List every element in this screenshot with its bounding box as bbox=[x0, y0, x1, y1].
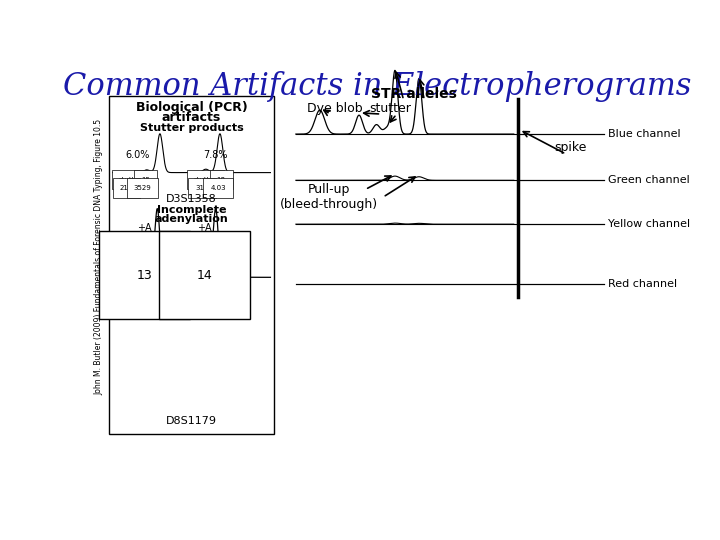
Text: 211: 211 bbox=[120, 185, 133, 191]
Text: Yellow channel: Yellow channel bbox=[608, 219, 690, 229]
Text: stutter: stutter bbox=[369, 102, 412, 115]
Text: Stutter products: Stutter products bbox=[140, 123, 243, 133]
Text: Dye blob: Dye blob bbox=[307, 102, 363, 115]
Text: Pull-up
(bleed-through): Pull-up (bleed-through) bbox=[280, 183, 378, 211]
Text: adenylation: adenylation bbox=[155, 214, 228, 224]
Text: 4.03: 4.03 bbox=[210, 185, 226, 191]
Text: Green channel: Green channel bbox=[608, 176, 690, 185]
Text: 14: 14 bbox=[197, 268, 212, 281]
Text: +A: +A bbox=[137, 222, 151, 233]
Text: 18: 18 bbox=[217, 177, 225, 183]
Text: -A: -A bbox=[190, 235, 200, 245]
Text: D8S1179: D8S1179 bbox=[166, 416, 217, 426]
Text: stutter: stutter bbox=[119, 177, 142, 183]
Text: Biological (PCR): Biological (PCR) bbox=[135, 102, 248, 114]
Text: Common Artifacts in Electropherograms: Common Artifacts in Electropherograms bbox=[63, 71, 691, 102]
Text: -A: -A bbox=[130, 235, 140, 245]
Text: artifacts: artifacts bbox=[162, 111, 221, 124]
Text: STR alleles: STR alleles bbox=[371, 87, 456, 101]
FancyBboxPatch shape bbox=[109, 96, 274, 434]
Text: 13: 13 bbox=[136, 268, 152, 281]
Text: 319: 319 bbox=[195, 185, 209, 191]
Text: D3S1358: D3S1358 bbox=[166, 194, 217, 204]
Text: Blue channel: Blue channel bbox=[608, 129, 680, 139]
Text: 6.0%: 6.0% bbox=[126, 150, 150, 160]
Text: 15: 15 bbox=[141, 177, 150, 183]
Text: +A: +A bbox=[197, 222, 212, 233]
Text: 7.8%: 7.8% bbox=[203, 150, 228, 160]
Text: stutter: stutter bbox=[194, 177, 217, 183]
Text: 3529: 3529 bbox=[134, 185, 151, 191]
Text: Incomplete: Incomplete bbox=[157, 205, 226, 215]
Text: John M. Butler (2009) Fundamentals of Forensic DNA Typing, Figure 10.5: John M. Butler (2009) Fundamentals of Fo… bbox=[94, 119, 103, 395]
Text: Red channel: Red channel bbox=[608, 279, 677, 289]
Text: spike: spike bbox=[554, 141, 587, 154]
